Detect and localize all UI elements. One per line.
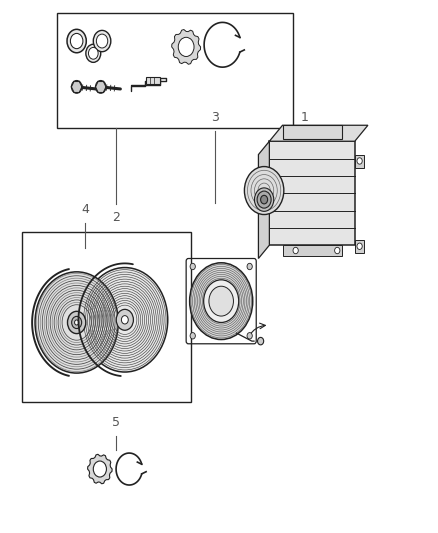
Circle shape xyxy=(178,37,194,56)
Circle shape xyxy=(190,333,195,339)
Circle shape xyxy=(261,196,268,204)
Circle shape xyxy=(209,286,233,316)
Circle shape xyxy=(258,337,264,345)
Circle shape xyxy=(93,461,106,477)
Circle shape xyxy=(93,30,111,52)
Text: 5: 5 xyxy=(112,416,120,429)
Circle shape xyxy=(254,188,274,212)
Circle shape xyxy=(82,268,168,372)
Circle shape xyxy=(67,311,86,334)
Bar xyxy=(355,155,364,168)
Circle shape xyxy=(86,44,101,62)
Circle shape xyxy=(71,80,82,93)
Circle shape xyxy=(116,309,134,330)
Circle shape xyxy=(74,320,79,325)
Circle shape xyxy=(247,263,252,270)
Circle shape xyxy=(204,280,239,322)
Circle shape xyxy=(190,263,253,340)
Text: 3: 3 xyxy=(211,111,219,124)
Circle shape xyxy=(357,243,362,249)
Circle shape xyxy=(335,247,340,254)
Circle shape xyxy=(35,272,118,373)
Circle shape xyxy=(247,333,252,339)
Polygon shape xyxy=(88,454,112,484)
Bar xyxy=(57,13,293,128)
Circle shape xyxy=(88,47,98,59)
Circle shape xyxy=(67,29,86,53)
Text: 1: 1 xyxy=(300,111,308,124)
Polygon shape xyxy=(172,29,201,64)
Circle shape xyxy=(121,316,128,324)
Circle shape xyxy=(190,263,195,270)
Bar xyxy=(355,240,364,253)
Circle shape xyxy=(72,317,81,328)
Circle shape xyxy=(257,191,271,208)
Circle shape xyxy=(96,34,108,48)
Bar xyxy=(146,77,160,84)
Circle shape xyxy=(357,158,362,164)
Text: 4: 4 xyxy=(81,203,89,216)
Bar xyxy=(283,245,342,256)
Circle shape xyxy=(293,247,298,254)
Circle shape xyxy=(244,166,284,215)
Bar xyxy=(269,141,355,245)
Polygon shape xyxy=(269,125,368,141)
Circle shape xyxy=(95,80,106,93)
Bar xyxy=(22,232,191,402)
Polygon shape xyxy=(258,141,269,259)
Text: 2: 2 xyxy=(112,211,120,223)
Bar xyxy=(283,125,342,139)
Circle shape xyxy=(71,34,83,49)
